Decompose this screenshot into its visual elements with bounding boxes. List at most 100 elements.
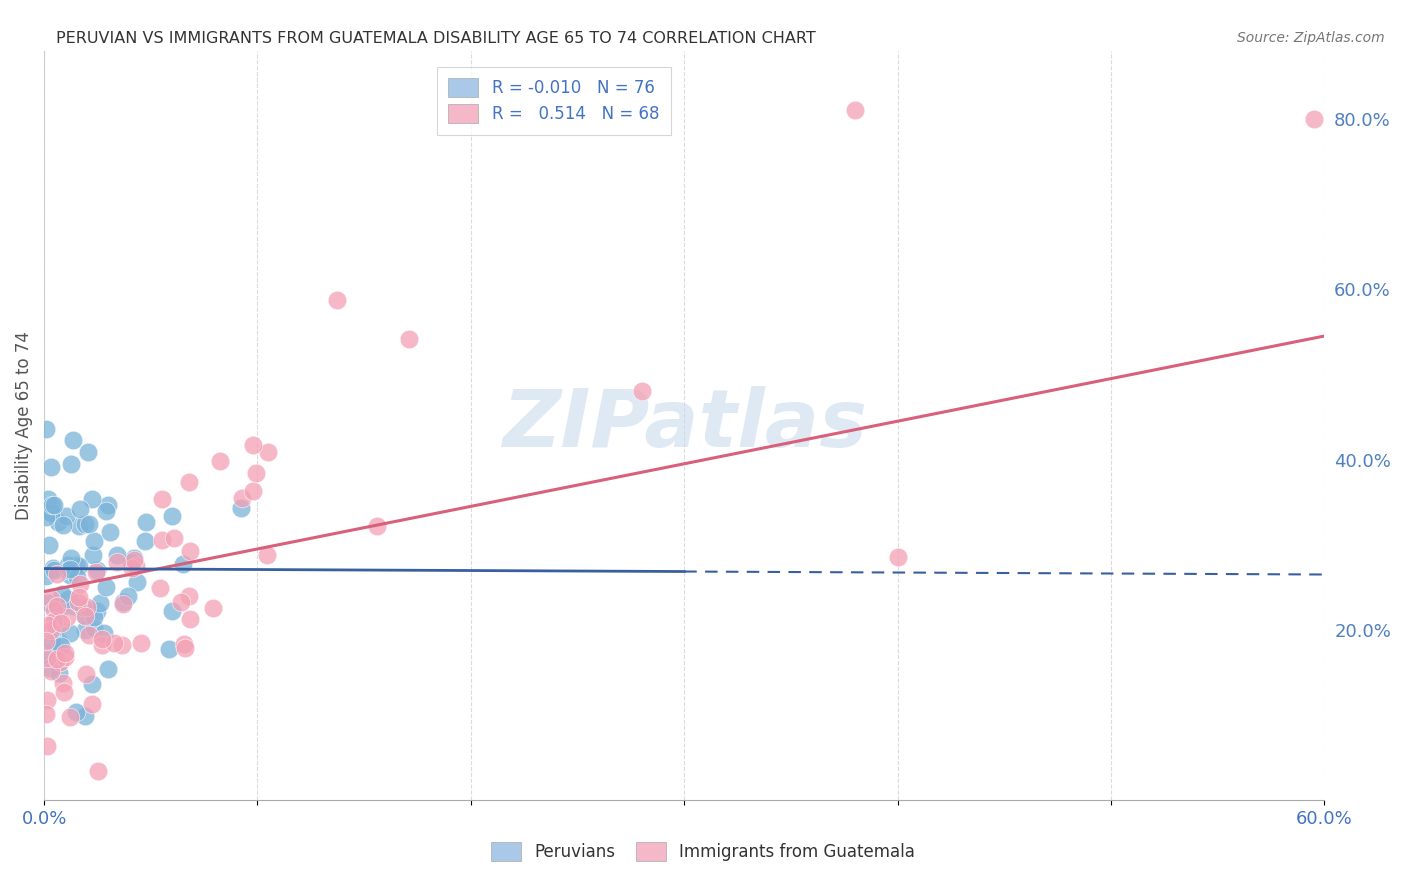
Point: [53, 646, 76, 660]
Point: [35, 707, 58, 722]
Point: [60, 457, 83, 471]
Point: [52, 685, 75, 699]
Point: [48, 603, 70, 617]
Point: [173, 637, 195, 651]
Point: [112, 597, 135, 611]
Point: [52, 675, 75, 690]
Point: [179, 612, 201, 626]
Text: PERUVIAN VS IMMIGRANTS FROM GUATEMALA DISABILITY AGE 65 TO 74 CORRELATION CHART: PERUVIAN VS IMMIGRANTS FROM GUATEMALA DI…: [56, 31, 815, 46]
Point: [55, 508, 77, 523]
Point: [45, 599, 67, 613]
Point: [231, 491, 253, 505]
Point: [105, 555, 128, 569]
Point: [1302, 112, 1324, 126]
Point: [94, 580, 117, 594]
Point: [76, 599, 98, 614]
Point: [97, 662, 120, 676]
Point: [150, 533, 173, 547]
Point: [58, 558, 80, 572]
Point: [117, 590, 139, 604]
Point: [122, 552, 145, 566]
Point: [83, 534, 105, 549]
Point: [150, 492, 173, 507]
Point: [398, 332, 420, 346]
Point: [49, 655, 72, 669]
Point: [75, 666, 97, 681]
Point: [37, 618, 59, 632]
Point: [125, 559, 148, 574]
Point: [49, 639, 72, 653]
Point: [135, 515, 157, 529]
Point: [112, 595, 135, 609]
Point: [66, 570, 89, 584]
Y-axis label: Disability Age 65 to 74: Disability Age 65 to 74: [15, 331, 32, 520]
Point: [35, 693, 58, 707]
Point: [46, 652, 69, 666]
Point: [59, 568, 82, 582]
Point: [83, 621, 105, 635]
Point: [149, 581, 172, 595]
Point: [35, 646, 58, 660]
Point: [38, 538, 60, 552]
Point: [53, 649, 76, 664]
Point: [80, 698, 103, 712]
Point: [67, 518, 90, 533]
Point: [256, 549, 278, 563]
Point: [42, 603, 65, 617]
Point: [41, 498, 63, 512]
Point: [90, 632, 112, 646]
Point: [35, 422, 58, 436]
Point: [69, 502, 91, 516]
Point: [103, 636, 125, 650]
Point: [174, 641, 197, 656]
Point: [84, 565, 107, 579]
Point: [844, 103, 866, 118]
Point: [229, 501, 252, 516]
Point: [39, 506, 62, 520]
Point: [86, 563, 108, 577]
Point: [97, 498, 120, 512]
Point: [179, 589, 201, 603]
Text: Source: ZipAtlas.com: Source: ZipAtlas.com: [1237, 31, 1385, 45]
Point: [59, 562, 82, 576]
Point: [41, 635, 63, 649]
Point: [242, 484, 264, 499]
Point: [65, 558, 87, 573]
Point: [42, 561, 65, 575]
Point: [179, 544, 201, 558]
Point: [67, 590, 90, 604]
Point: [170, 595, 193, 609]
Point: [80, 491, 103, 506]
Point: [76, 445, 98, 459]
Point: [201, 601, 224, 615]
Point: [48, 666, 70, 681]
Point: [46, 566, 69, 581]
Point: [245, 466, 267, 480]
Point: [121, 561, 143, 575]
Point: [42, 563, 65, 577]
Point: [93, 625, 115, 640]
Point: [172, 558, 194, 572]
Point: [39, 661, 62, 675]
Point: [39, 624, 62, 638]
Point: [35, 569, 58, 583]
Point: [37, 650, 59, 665]
Point: [87, 764, 110, 778]
Point: [55, 610, 77, 624]
Point: [72, 607, 94, 622]
Point: [69, 576, 91, 591]
Point: [39, 591, 62, 606]
Point: [77, 628, 100, 642]
Point: [129, 636, 152, 650]
Point: [59, 626, 82, 640]
Point: [37, 597, 59, 611]
Point: [42, 498, 65, 512]
Point: [83, 609, 105, 624]
Point: [162, 604, 184, 618]
Point: [366, 518, 388, 533]
Point: [46, 515, 69, 529]
Point: [122, 550, 145, 565]
Point: [325, 293, 347, 307]
Point: [72, 600, 94, 615]
Point: [39, 459, 62, 474]
